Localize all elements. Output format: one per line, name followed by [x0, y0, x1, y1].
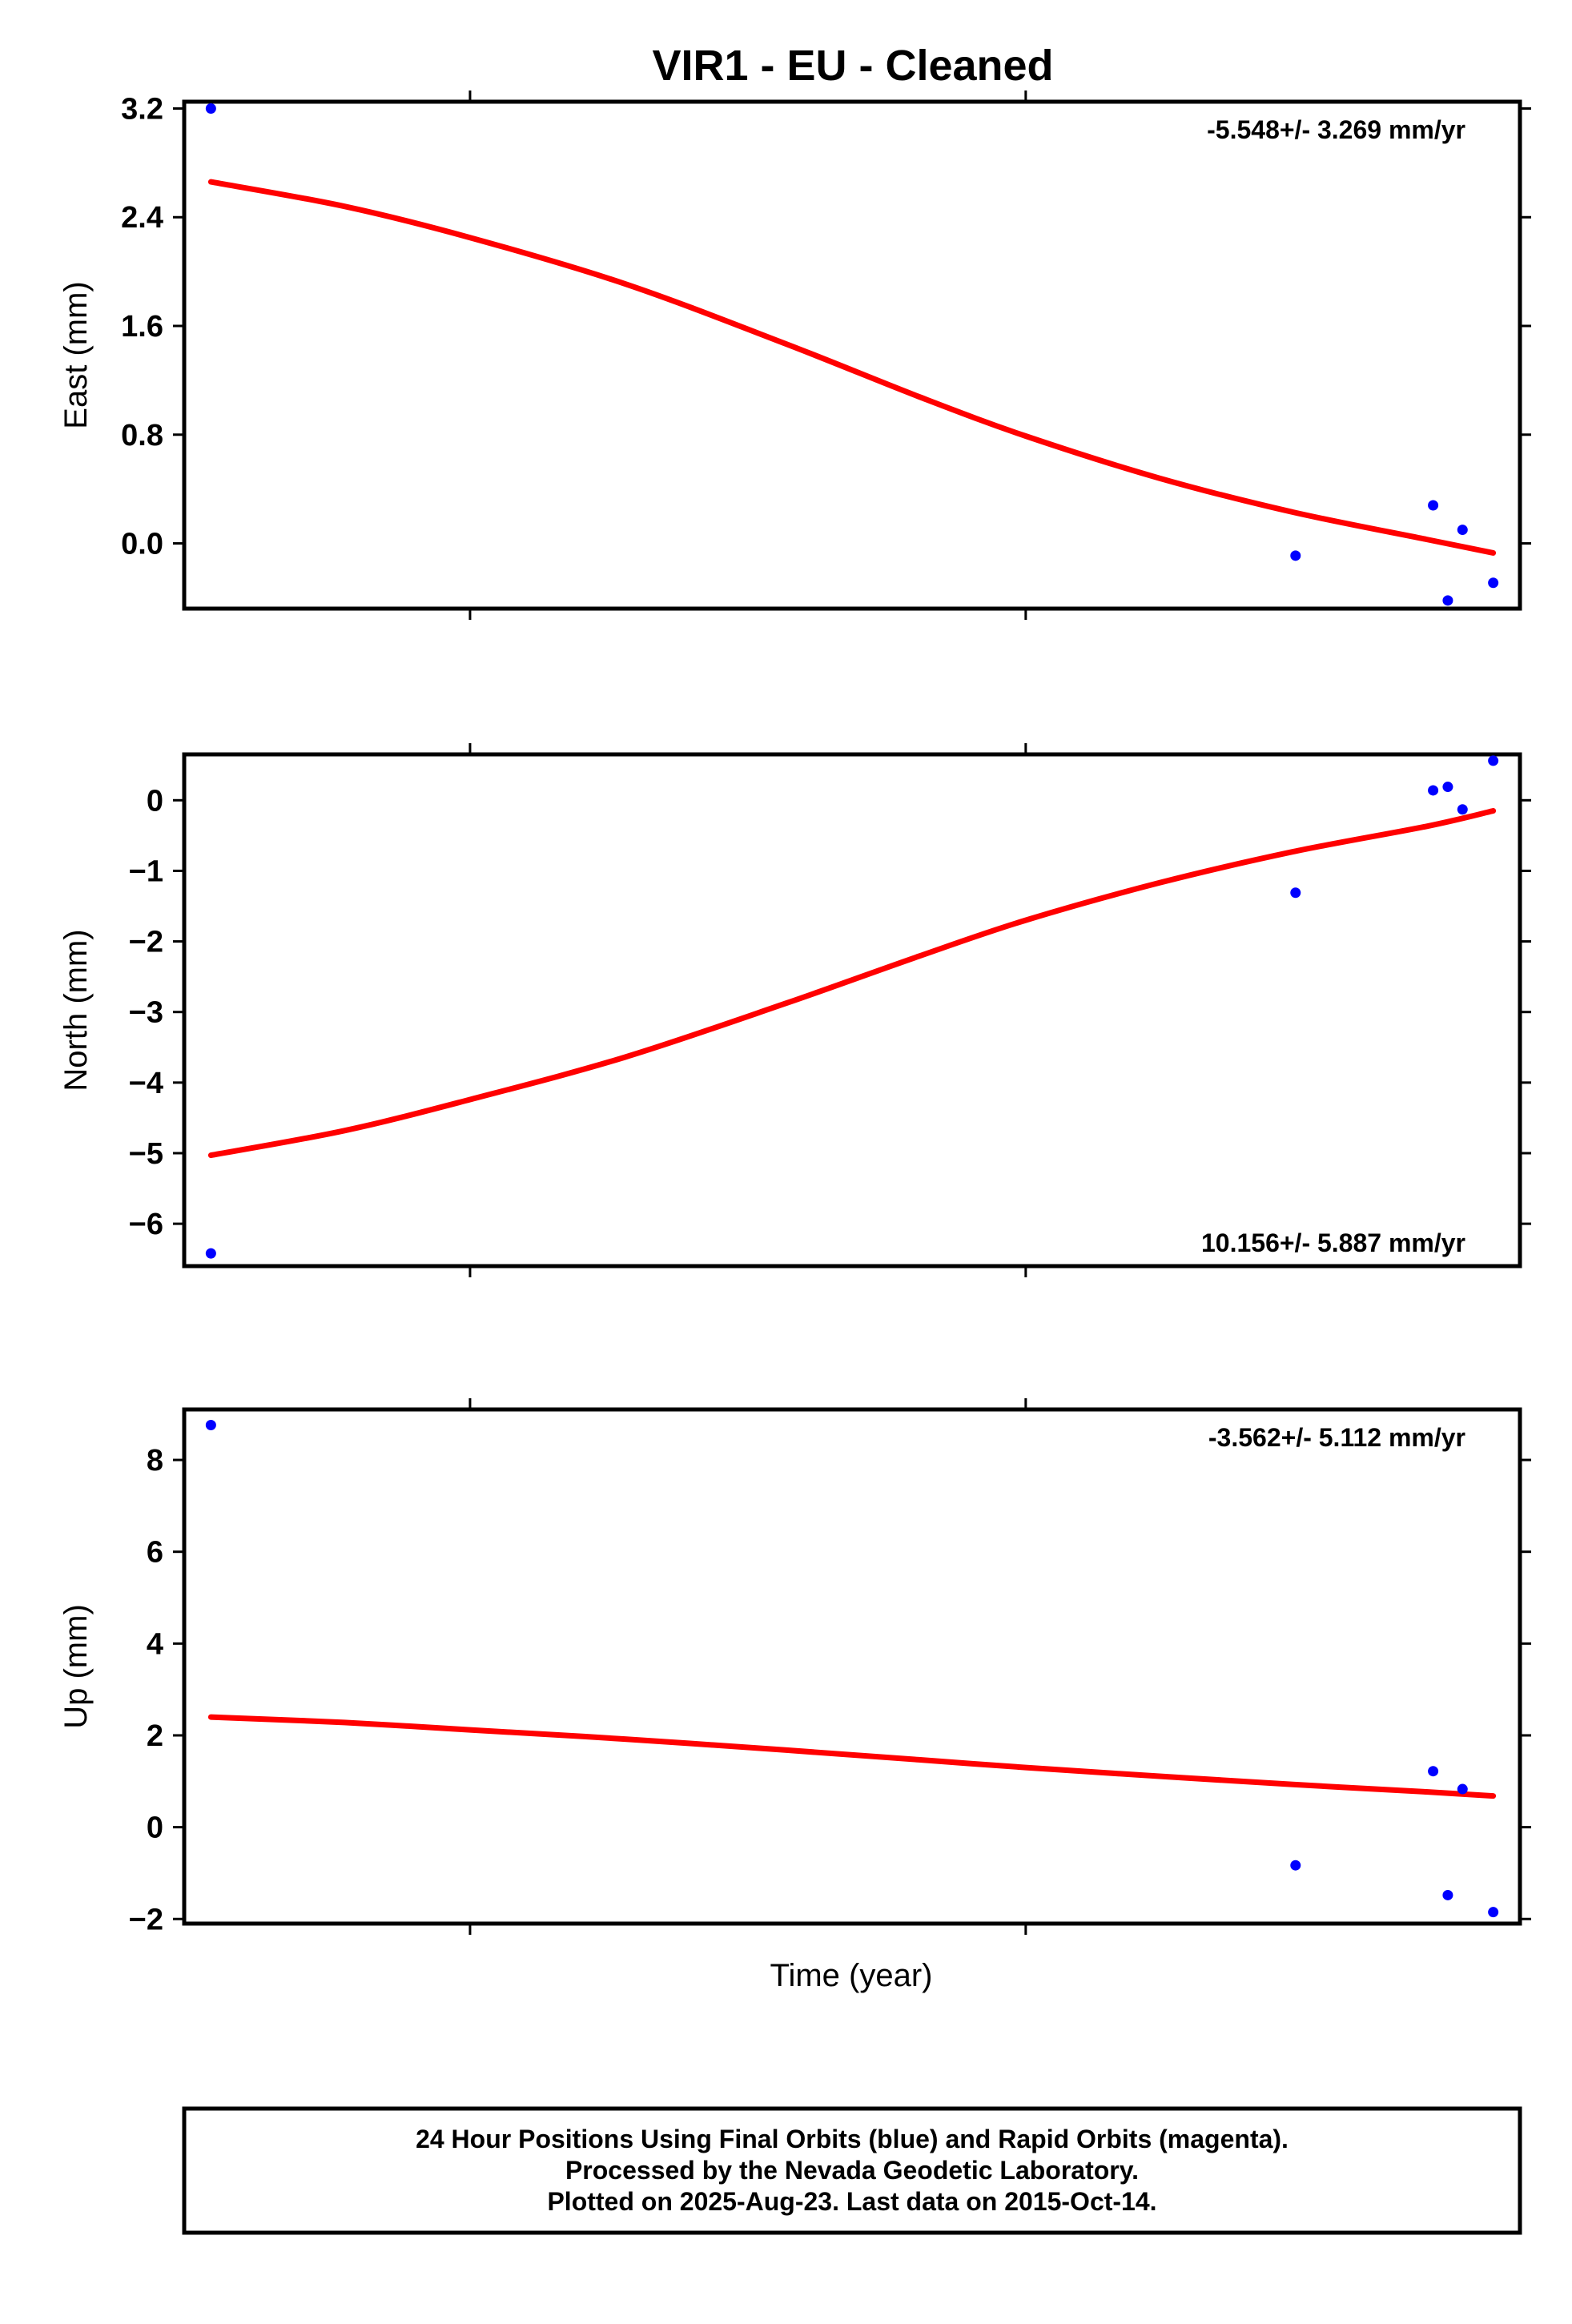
fit-curve	[207, 808, 1497, 1159]
chart-title: VIR1 - EU - Cleaned	[652, 42, 1053, 90]
y-tick-label: −6	[129, 1208, 163, 1241]
rate-label: 10.156+/- 5.887 mm/yr	[1201, 1228, 1465, 1257]
data-point	[1442, 1889, 1453, 1900]
y-axis-label: Up (mm)	[58, 1604, 94, 1729]
y-tick-label: 2.4	[121, 201, 163, 235]
rate-label: -5.548+/- 3.269 mm/yr	[1207, 115, 1465, 144]
data-point	[1457, 1783, 1468, 1795]
data-point	[1488, 1907, 1499, 1918]
y-tick-label: −1	[129, 854, 163, 888]
y-tick-label: 0	[147, 1811, 163, 1845]
y-axis-label: North (mm)	[58, 929, 94, 1091]
plot-frame	[182, 99, 1522, 611]
data-point	[1442, 782, 1453, 793]
y-tick-label: 6	[147, 1536, 163, 1570]
footer-line-2: Processed by the Nevada Geodetic Laborat…	[565, 2156, 1139, 2185]
y-tick-label: −2	[129, 926, 163, 959]
data-point	[1457, 804, 1468, 815]
data-point	[1488, 577, 1499, 589]
y-tick-label: 4	[147, 1627, 163, 1661]
data-point	[205, 103, 216, 114]
fit-curve	[207, 179, 1497, 556]
y-tick-label: 3.2	[121, 92, 163, 126]
data-point	[1290, 887, 1301, 899]
y-tick-label: −2	[129, 1903, 163, 1936]
data-point	[1428, 1766, 1439, 1777]
data-point	[1488, 755, 1499, 766]
y-axis-label: East (mm)	[58, 281, 94, 428]
y-tick-label: 2	[147, 1719, 163, 1753]
y-tick-label: 1.6	[121, 310, 163, 344]
y-tick-label: 0.8	[121, 419, 163, 452]
panel-1: 0.0 0.8 1.6 2.4 3.2 East (mm) -5.548+/- 3.269 …	[58, 90, 1531, 620]
y-tick-label: −3	[129, 996, 163, 1030]
y-tick-label: −4	[129, 1067, 163, 1100]
y-tick-label: −5	[129, 1137, 163, 1171]
data-point	[1290, 1860, 1301, 1871]
footer-box	[182, 2106, 1522, 2235]
data-point	[1428, 785, 1439, 796]
data-point	[1457, 525, 1468, 536]
plot-frame	[182, 1407, 1522, 1926]
y-tick-label: 0.0	[121, 528, 163, 561]
panel-2: 0 −1 −2 −3 −4 −5 −6 North (mm) 10.156+/- 5.887 m…	[58, 743, 1531, 1277]
panels: 0.0 0.8 1.6 2.4 3.2 East (mm) -5.548+/- 3.269 …	[58, 90, 1531, 1936]
data-point	[205, 1419, 216, 1430]
footer-line-1: 24 Hour Positions Using Final Orbits (bl…	[416, 2125, 1289, 2153]
rate-label: -3.562+/- 5.112 mm/yr	[1208, 1423, 1465, 1452]
panel-3: −2 0 2 4 6 8 Up (mm) -3.562+/- 5.112 mm/yr	[58, 1398, 1531, 1936]
fit-curve	[207, 1714, 1497, 1799]
data-point	[205, 1248, 216, 1259]
y-tick-label: 8	[147, 1444, 163, 1478]
data-point	[1290, 550, 1301, 561]
data-point	[1442, 595, 1453, 606]
x-axis-label: Time (year)	[770, 1958, 933, 1993]
y-tick-label: 0	[147, 784, 163, 818]
plot-frame	[182, 752, 1522, 1269]
data-point	[1428, 500, 1439, 511]
footer-line-3: Plotted on 2025-Aug-23. Last data on 201…	[547, 2187, 1156, 2216]
